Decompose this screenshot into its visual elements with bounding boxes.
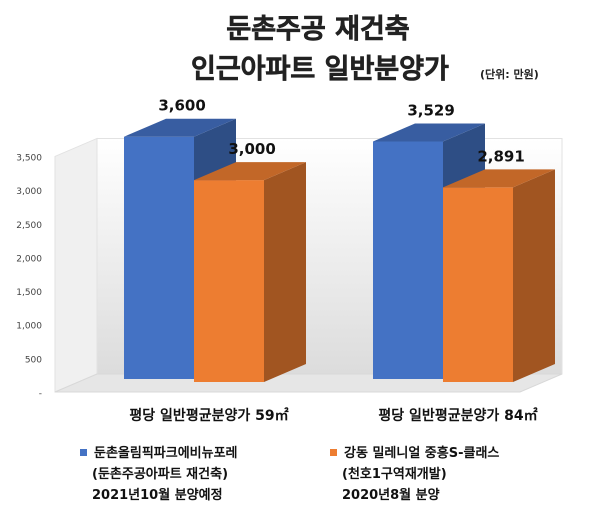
legend-label: 2020년8월 분양 (342, 487, 440, 503)
y-tick-label: 1,500 (16, 288, 42, 298)
y-tick-label: 2,500 (16, 221, 42, 231)
x-axis-labels: 평당 일반평균분양가 59㎡ 평당 일반평균분양가 84㎡ (129, 407, 537, 424)
value-labels: 3,600 3,000 3,529 2,891 (158, 97, 524, 166)
chart-title-line1: 둔촌주공 재건축 (226, 14, 409, 45)
chart-title-line2: 인근아파트 일반분양가 (191, 54, 449, 85)
data-label: 2,891 (477, 147, 524, 165)
y-tick-label: 1,000 (16, 322, 42, 332)
chart-unit-note: (단위: 만원) (480, 67, 539, 81)
y-tick-label: - (39, 389, 42, 399)
data-label: 3,600 (158, 97, 205, 115)
legend-label: (천호1구역재개발) (342, 466, 447, 482)
bar-top (443, 169, 555, 188)
legend-item: 둔촌올림픽파크에비뉴포레 (둔촌주공아파트 재건축) 2021년10월 분양예정 (80, 445, 238, 503)
y-tick-label: 500 (25, 355, 42, 365)
x-tick-label: 평당 일반평균분양가 59㎡ (129, 407, 288, 424)
legend-label: 2021년10월 분양예정 (92, 487, 223, 503)
side-wall (54, 137, 98, 393)
bar-top (194, 162, 306, 181)
y-tick-label: 2,000 (16, 254, 42, 264)
bar-front (443, 187, 513, 382)
bar-top (373, 123, 485, 142)
legend-swatch (80, 449, 87, 456)
bar-side (264, 162, 306, 382)
bar (194, 162, 306, 382)
bar-front (194, 180, 264, 382)
y-tick-label: 3,000 (16, 187, 42, 197)
legend-label: 강동 밀레니얼 중흥S-클래스 (344, 445, 499, 461)
y-axis: - 500 1,000 1,500 2,000 2,500 3,000 3,500 (16, 153, 42, 399)
legend-item: 강동 밀레니얼 중흥S-클래스 (천호1구역재개발) 2020년8월 분양 (330, 445, 499, 503)
legend-label: (둔촌주공아파트 재건축) (92, 466, 228, 482)
bar (443, 169, 555, 382)
bars (124, 118, 555, 382)
bar-top (124, 118, 236, 137)
x-tick-label: 평당 일반평균분양가 84㎡ (378, 407, 537, 424)
legend-label: 둔촌올림픽파크에비뉴포레 (94, 445, 238, 461)
data-label: 3,529 (407, 101, 454, 119)
bar-side (513, 169, 555, 382)
data-label: 3,000 (228, 140, 275, 158)
bar-front (373, 141, 443, 379)
legend-swatch (330, 449, 337, 456)
legend: 둔촌올림픽파크에비뉴포레 (둔촌주공아파트 재건축) 2021년10월 분양예정 강동… (80, 445, 499, 503)
bar-front (124, 136, 194, 379)
y-tick-label: 3,500 (16, 153, 42, 163)
